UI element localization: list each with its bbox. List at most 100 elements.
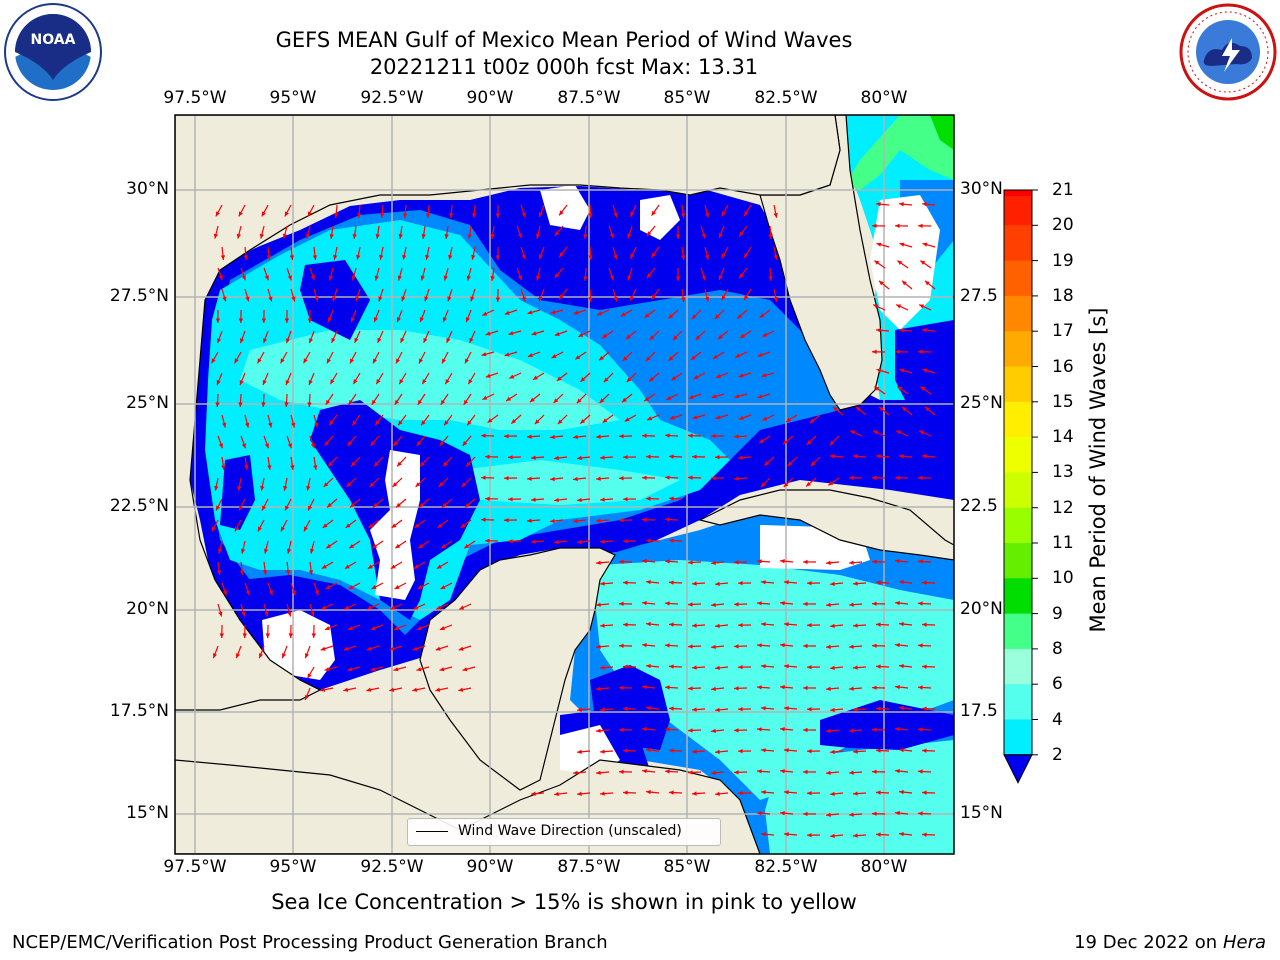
wind-vector-head [717,334,723,340]
wind-vector-head [757,643,762,648]
wind-vector-head [357,213,362,218]
wind-vector-head [646,496,651,501]
wind-vector-head [626,377,632,383]
wind-vector-head [668,313,674,319]
wind-vector-head [600,791,605,796]
wind-vector-head [435,646,441,651]
wind-vector-head [531,331,537,336]
wind-vector-head [872,811,877,816]
gulf-dark-patch-3 [220,455,255,530]
wind-vector-head [401,296,406,302]
wind-vector-head [711,686,716,692]
wind-vector-head [711,644,716,650]
wind-vector-head [437,523,443,528]
wind-vector-head [665,769,670,774]
wind-vector-head [241,611,246,617]
colorbar-tick-label: 19 [1052,250,1074,271]
lon-label-bottom: 92.5°W [360,857,424,877]
lon-label-top: 95°W [269,88,317,108]
wind-vector-head [922,580,927,585]
wind-vector-head [764,461,770,466]
wind-vector-head [328,275,333,281]
wind-vector-head [481,475,486,480]
lon-label-top: 97.5°W [163,88,227,108]
wind-vector-head [448,254,453,260]
wind-vector-head [649,335,655,340]
wind-vector-head [665,685,670,690]
wind-vector-head [490,276,495,281]
wind-vector-head [918,643,923,648]
wind-vector-head [920,260,926,265]
wind-vector-head [621,397,627,403]
wind-vector-head [517,275,522,281]
wind-vector-head [237,485,242,491]
footer-date: 19 Dec 2022 on Hera [1074,932,1266,953]
wind-vector-head [711,770,716,776]
wind-vector-head [258,653,263,659]
wind-vector-head [619,685,624,691]
wind-vector-head [329,234,334,239]
wind-vector-head [550,518,555,524]
wind-vector-head [583,234,588,239]
wind-vector-head [241,443,246,449]
colorbar-tick-label: 4 [1052,709,1063,730]
colorbar-segment [1004,648,1032,685]
wind-vector-head [619,518,624,523]
wind-vector-head [784,664,789,669]
wind-vector-head [413,605,419,610]
wind-vector-head [619,476,624,481]
wind-vector-head [855,406,861,412]
wind-vector-head [899,747,904,753]
wind-vector-head [597,311,603,316]
wind-vector-head [718,275,723,281]
wind-vector-head [440,399,446,405]
wind-vector-head [370,667,376,672]
wind-vector-head [267,465,272,470]
wind-vector-head [761,622,766,627]
wind-vector-head [372,543,378,549]
wind-vector-head [538,254,543,260]
wind-vector-head [826,644,831,649]
wind-vector-head [849,475,854,481]
wind-vector-head [721,211,726,217]
yucatan-land [419,547,616,791]
wind-vector-head [328,461,333,467]
wind-vector-head [873,430,879,435]
wind-vector-head [527,353,533,358]
wind-vector-head [554,455,559,461]
wind-vector-head [268,296,273,302]
mexico-land [175,115,841,711]
wind-vector-head [874,386,880,391]
wind-vector-head [425,254,430,260]
wind-vector-head [421,420,426,426]
colorbar-segment [1004,401,1032,438]
wind-vector-head [373,502,378,508]
colorbar-segment [1004,578,1032,615]
wind-vector-head [321,564,327,569]
nws-logo [1179,3,1277,101]
wind-vector-head [809,418,815,424]
wind-vector-head [738,373,744,378]
wind-vector-head [461,482,467,487]
wind-vector-head [757,685,762,690]
wind-vector-head [780,727,785,732]
colorbar-extend-arrow [1003,754,1033,784]
wind-vector-head [367,564,373,569]
wind-vector-head [596,602,601,607]
wind-vector-head [559,252,564,258]
wind-vector-head [738,706,743,712]
wind-vector-head [803,685,808,691]
wind-vector-head [623,706,628,711]
wind-vector-head [872,643,877,648]
wind-vector-head [849,728,854,733]
wind-vector-head [245,296,250,302]
wind-vector-head [350,317,355,323]
wind-vector-head [619,643,624,649]
wind-vector-head [757,394,763,399]
wind-vector-head [352,420,357,426]
wind-vector-head [895,726,900,732]
wind-vector-head [872,559,877,564]
wind-vector-head [688,433,693,438]
wind-vector-head [901,280,907,286]
